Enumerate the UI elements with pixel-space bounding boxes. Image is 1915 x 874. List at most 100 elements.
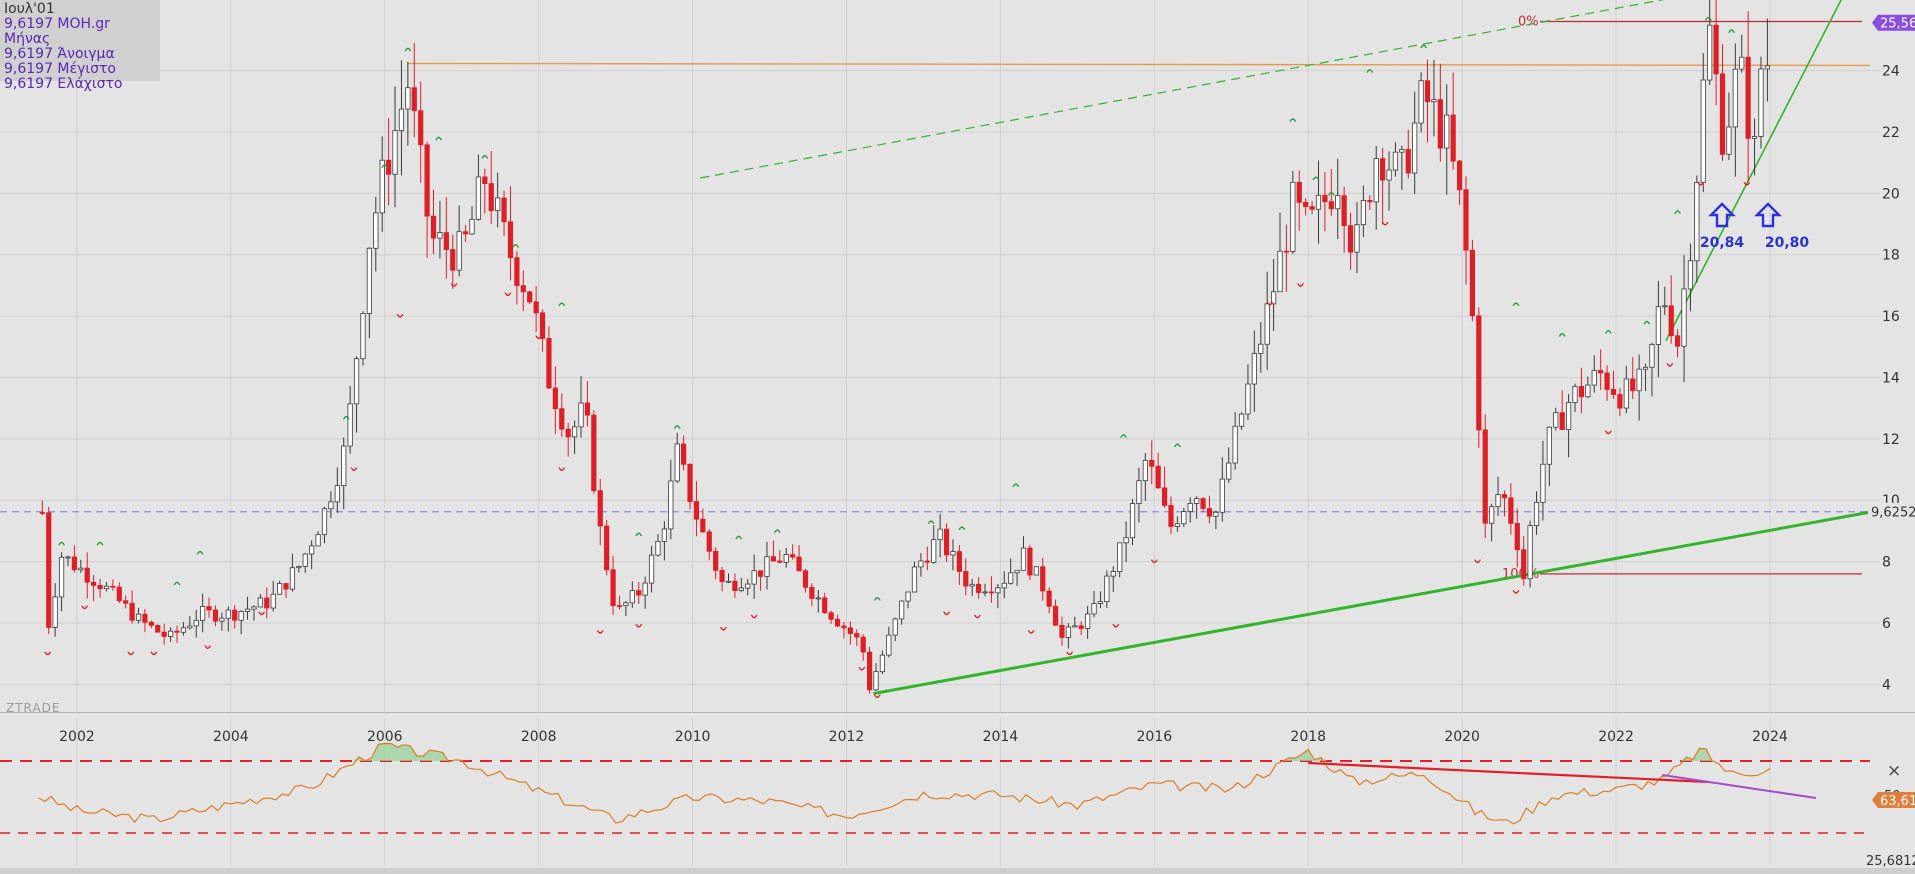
candle-body <box>296 565 302 569</box>
candle-body <box>751 570 757 585</box>
candle-body <box>1514 523 1520 551</box>
arrow-left-label: 20,84 <box>1700 235 1745 251</box>
candle-body <box>1617 394 1623 409</box>
candle-body <box>135 613 142 621</box>
candle-body <box>1553 412 1559 428</box>
y-tick-label: 18 <box>1882 248 1900 264</box>
pivot-low-marker <box>504 292 512 297</box>
candle-body <box>668 480 674 530</box>
candle-body <box>1328 201 1334 210</box>
y-tick-label: 4 <box>1882 677 1891 693</box>
candle-body <box>1565 402 1572 430</box>
candle-body <box>110 585 116 588</box>
candle-body <box>443 232 449 250</box>
y-tick-label: 14 <box>1882 370 1900 386</box>
candle-body <box>578 402 584 428</box>
candle-body <box>533 301 539 314</box>
candle-body <box>1751 136 1758 139</box>
candle-body <box>1052 605 1059 626</box>
pivot-low-marker <box>1474 559 1482 564</box>
candle-body <box>1174 523 1181 527</box>
pivot-high-marker <box>381 164 389 168</box>
candle-body <box>841 625 847 629</box>
bottom-scrollbar[interactable] <box>0 868 1915 874</box>
candle-body <box>777 560 783 563</box>
pivot-high-marker <box>635 532 643 536</box>
candle-body <box>1290 181 1296 252</box>
candle-body <box>911 566 918 593</box>
pivot-high-marker <box>481 155 489 159</box>
candle-body <box>321 508 328 536</box>
candle-body <box>161 631 167 637</box>
candle-body <box>353 358 360 405</box>
candle-body <box>700 518 706 533</box>
candle-body <box>219 617 225 622</box>
candle-body <box>629 590 635 604</box>
candle-body <box>1283 250 1290 253</box>
candle-body <box>982 591 988 594</box>
candle-body <box>1200 498 1206 509</box>
candle-body <box>302 553 308 567</box>
pivot-high-marker <box>558 302 566 306</box>
rsi-overbought-fill <box>38 743 1770 761</box>
candle-body <box>206 606 212 611</box>
x-tick-label: 2012 <box>829 729 865 745</box>
level-label: 9,6252 <box>1871 506 1915 521</box>
candle-body <box>1360 200 1366 226</box>
pivot-low-marker <box>1112 624 1120 628</box>
arrow-up-left-icon <box>1708 202 1736 228</box>
candle-body <box>1739 56 1745 70</box>
candle-body <box>963 571 969 587</box>
pivot-low-marker <box>450 283 458 287</box>
candle-body <box>1315 194 1322 210</box>
candle-body <box>1508 497 1514 524</box>
candle-body <box>1559 412 1565 430</box>
candle-body <box>167 630 174 637</box>
candle-body <box>1598 370 1604 374</box>
candle-body <box>1187 503 1193 512</box>
candle-body <box>1303 201 1309 208</box>
candle-body <box>437 232 443 239</box>
candle-body <box>636 590 642 596</box>
pivot-high-marker <box>404 47 412 52</box>
candle-body <box>289 567 296 590</box>
candle-body <box>1014 569 1020 574</box>
candle-body <box>65 556 71 559</box>
candle-body <box>648 554 655 584</box>
candle-body <box>738 587 744 591</box>
candle-body <box>706 531 712 552</box>
pivot-low-marker <box>204 645 212 650</box>
candle-body <box>1745 56 1751 139</box>
candle-body <box>212 609 219 622</box>
pivot-high-marker <box>1420 44 1428 49</box>
y-tick-label: 16 <box>1882 309 1900 325</box>
candle-body <box>1347 225 1354 253</box>
candle-body <box>1533 501 1540 527</box>
candle-body <box>1489 506 1495 524</box>
candle-body <box>341 445 347 487</box>
candle-body <box>1578 386 1585 398</box>
steep-trend-line <box>1665 0 1842 342</box>
candle-body <box>873 671 879 691</box>
candle-body <box>1046 590 1052 607</box>
pivot-high-marker <box>1558 333 1566 337</box>
candle-body <box>1719 73 1726 155</box>
candle-body <box>180 627 187 633</box>
candle-body <box>899 600 905 620</box>
close-indicator-button[interactable]: × <box>1887 761 1902 781</box>
candle-body <box>713 550 719 571</box>
candle-body <box>193 619 199 627</box>
candle-body <box>1040 566 1046 592</box>
x-tick-label: 2020 <box>1444 729 1480 745</box>
pivot-high-marker <box>1327 191 1335 196</box>
candle-body <box>783 554 789 563</box>
x-tick-label: 2002 <box>59 729 95 745</box>
candle-body <box>950 551 956 556</box>
candle-body <box>1713 24 1719 75</box>
candle-body <box>103 585 110 590</box>
candle-body <box>1630 378 1636 392</box>
candle-body <box>854 633 860 638</box>
candle-body <box>937 528 943 541</box>
